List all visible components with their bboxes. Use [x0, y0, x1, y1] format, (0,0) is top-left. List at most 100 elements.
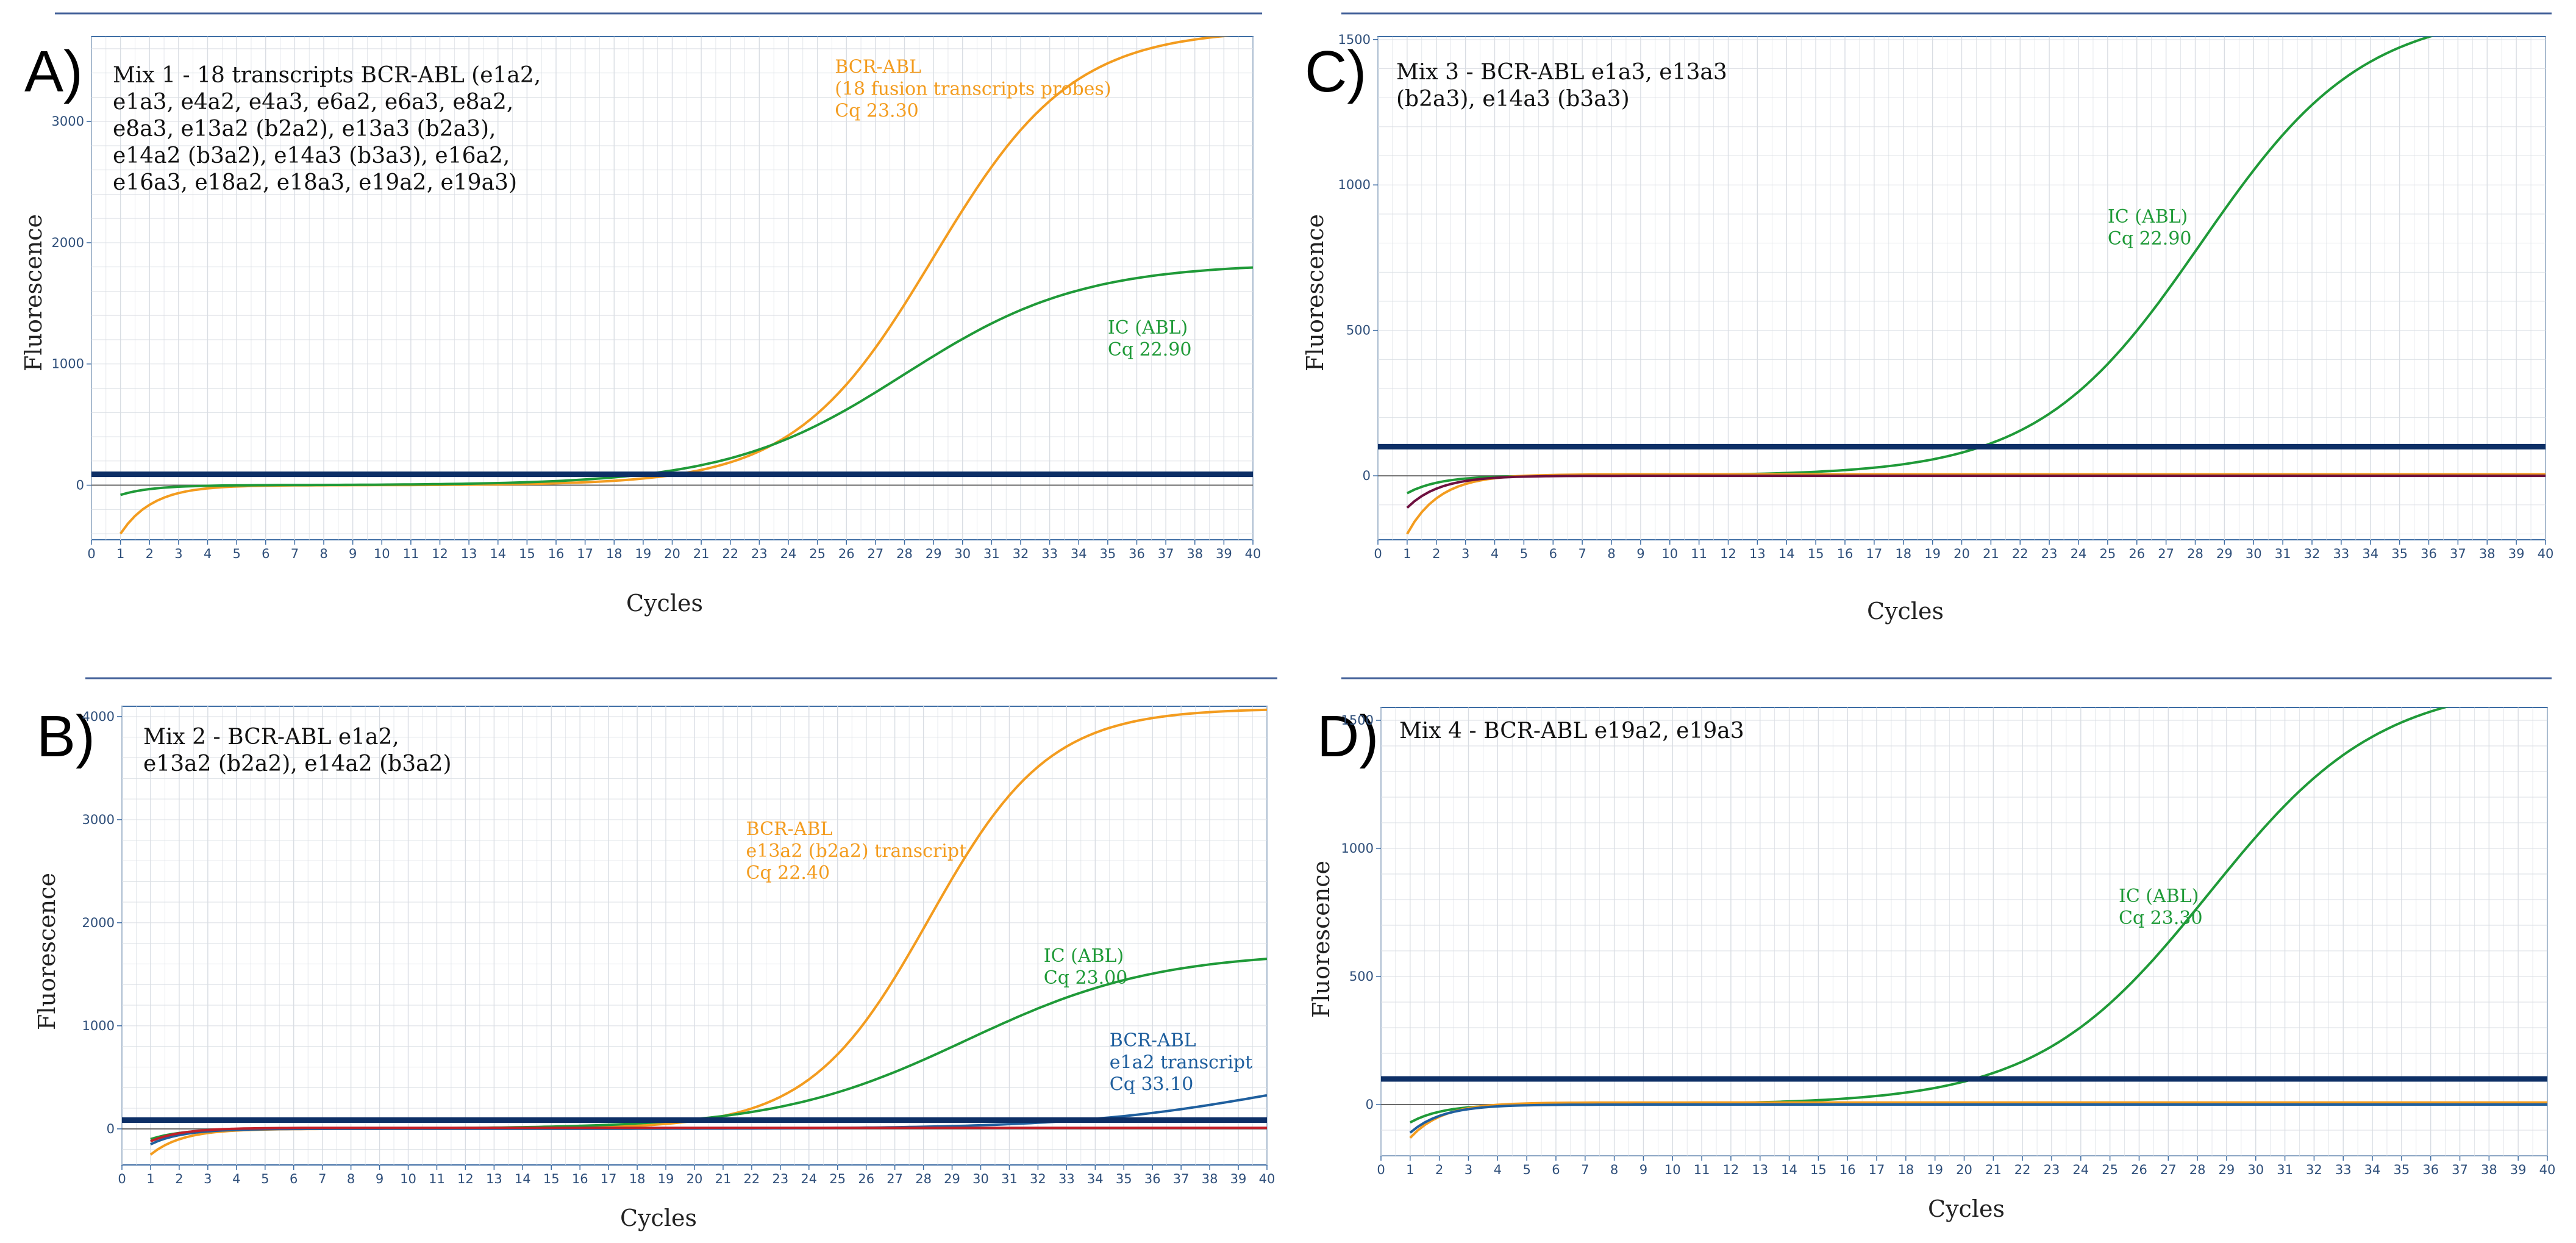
mix-title-line: Mix 2 - BCR-ABL e1a2,: [143, 725, 399, 750]
x-tick-label: 40: [1259, 1172, 1276, 1186]
x-tick-label: 7: [291, 546, 299, 561]
x-tick-label: 1: [1403, 546, 1411, 561]
x-tick-label: 38: [1186, 546, 1203, 561]
x-tick-label: 22: [744, 1172, 760, 1186]
x-tick-label: 18: [1895, 546, 1911, 561]
x-tick-label: 30: [972, 1172, 989, 1186]
x-tick-label: 39: [2510, 1162, 2527, 1177]
x-tick-label: 32: [1030, 1172, 1046, 1186]
x-tick-label: 8: [1610, 1162, 1618, 1177]
x-tick-label: 21: [693, 546, 710, 561]
x-tick-label: 26: [2128, 546, 2145, 561]
x-tick-label: 36: [2421, 546, 2437, 561]
x-tick-label: 25: [829, 1172, 846, 1186]
x-tick-label: 37: [1158, 546, 1174, 561]
x-tick-label: 27: [2158, 546, 2174, 561]
y-tick-label: 0: [107, 1122, 115, 1136]
x-tick-label: 16: [1839, 1162, 1856, 1177]
x-tick-label: 34: [1087, 1172, 1104, 1186]
x-tick-label: 38: [2481, 1162, 2497, 1177]
x-tick-label: 22: [722, 546, 738, 561]
curve-annotation: BCR-ABL: [1110, 1030, 1196, 1051]
x-tick-label: 2: [146, 546, 154, 561]
x-tick-label: 18: [1897, 1162, 1914, 1177]
x-tick-label: 37: [2450, 546, 2466, 561]
x-tick-label: 12: [1723, 1162, 1739, 1177]
x-tick-label: 33: [1041, 546, 1058, 561]
y-tick-label: 1000: [1341, 841, 1374, 856]
x-tick-label: 13: [486, 1172, 502, 1186]
x-tick-label: 28: [896, 546, 913, 561]
x-tick-label: 17: [1866, 546, 1883, 561]
x-tick-label: 8: [347, 1172, 355, 1186]
mix-title-line: (b2a3), e14a3 (b3a3): [1396, 87, 1630, 112]
mix-title-line: Mix 3 - BCR-ABL e1a3, e13a3: [1396, 60, 1727, 85]
x-tick-label: 40: [2538, 546, 2554, 561]
x-tick-label: 24: [801, 1172, 817, 1186]
x-axis-label: Cycles: [1928, 1195, 2005, 1222]
x-tick-label: 0: [1374, 546, 1382, 561]
x-tick-label: 36: [2422, 1162, 2439, 1177]
x-tick-label: 18: [629, 1172, 646, 1186]
x-tick-label: 7: [1578, 546, 1586, 561]
x-tick-label: 10: [400, 1172, 416, 1186]
x-tick-label: 20: [687, 1172, 703, 1186]
x-tick-label: 36: [1129, 546, 1145, 561]
series-line-bcr-abl: [1409, 1101, 2547, 1139]
y-tick-label: 2000: [52, 235, 84, 250]
x-tick-label: 5: [1520, 546, 1528, 561]
x-tick-label: 6: [1549, 546, 1557, 561]
x-tick-label: 31: [1001, 1172, 1018, 1186]
x-tick-label: 30: [2247, 1162, 2264, 1177]
x-tick-label: 33: [2333, 546, 2350, 561]
x-tick-label: 5: [261, 1172, 269, 1186]
y-axis-label: Fluorescence: [1308, 861, 1335, 1018]
curve-annotation: e13a2 (b2a2) transcript: [746, 840, 967, 862]
x-tick-label: 7: [318, 1172, 326, 1186]
x-tick-label: 12: [432, 546, 448, 561]
x-tick-label: 15: [1810, 1162, 1827, 1177]
x-tick-label: 3: [1465, 1162, 1472, 1177]
x-tick-label: 36: [1144, 1172, 1161, 1186]
x-tick-label: 17: [577, 546, 593, 561]
x-tick-label: 30: [2246, 546, 2262, 561]
x-tick-label: 12: [1720, 546, 1736, 561]
curve-annotation: Cq 23.30: [2119, 908, 2203, 929]
x-tick-label: 4: [1491, 546, 1499, 561]
x-tick-label: 17: [601, 1172, 617, 1186]
x-tick-label: 11: [403, 546, 419, 561]
x-tick-label: 0: [1377, 1162, 1385, 1177]
y-tick-label: 2000: [82, 915, 115, 930]
mix-title-line: e1a3, e4a2, e4a3, e6a2, e6a3, e8a2,: [113, 90, 513, 115]
x-tick-label: 5: [1522, 1162, 1530, 1177]
x-tick-label: 1: [146, 1172, 154, 1186]
curve-annotation: IC (ABL): [1108, 317, 1188, 339]
x-tick-label: 40: [1245, 546, 1261, 561]
y-tick-label: 0: [1366, 1097, 1374, 1112]
x-tick-label: 17: [1869, 1162, 1885, 1177]
x-tick-label: 26: [858, 1172, 874, 1186]
x-tick-label: 2: [1435, 1162, 1443, 1177]
x-tick-label: 24: [780, 546, 797, 561]
panel-a: A)0 1 2 3 4 5 6 7 8 9 10 11 12 13 14 15 16 17 18 19 20 21 22 23…: [20, 12, 1262, 617]
x-tick-label: 27: [887, 1172, 903, 1186]
x-tick-label: 34: [1071, 546, 1087, 561]
x-tick-label: 16: [1837, 546, 1854, 561]
x-tick-label: 28: [2187, 546, 2203, 561]
curve-annotation: Cq 22.90: [2108, 228, 2192, 249]
x-tick-label: 21: [1983, 546, 1999, 561]
x-tick-label: 3: [1461, 546, 1469, 561]
x-tick-label: 13: [461, 546, 477, 561]
x-tick-label: 32: [2306, 1162, 2322, 1177]
y-axis-label: Fluorescence: [34, 873, 60, 1030]
curve-annotation: Cq 33.10: [1110, 1074, 1194, 1095]
x-tick-label: 19: [1927, 1162, 1943, 1177]
x-tick-label: 13: [1752, 1162, 1768, 1177]
panel-label: A): [24, 39, 83, 104]
x-tick-label: 25: [809, 546, 826, 561]
x-tick-label: 10: [1664, 1162, 1681, 1177]
x-tick-label: 29: [2219, 1162, 2235, 1177]
x-tick-label: 13: [1749, 546, 1766, 561]
series-line-red-trace: [150, 1127, 1267, 1142]
x-tick-label: 23: [2044, 1162, 2060, 1177]
